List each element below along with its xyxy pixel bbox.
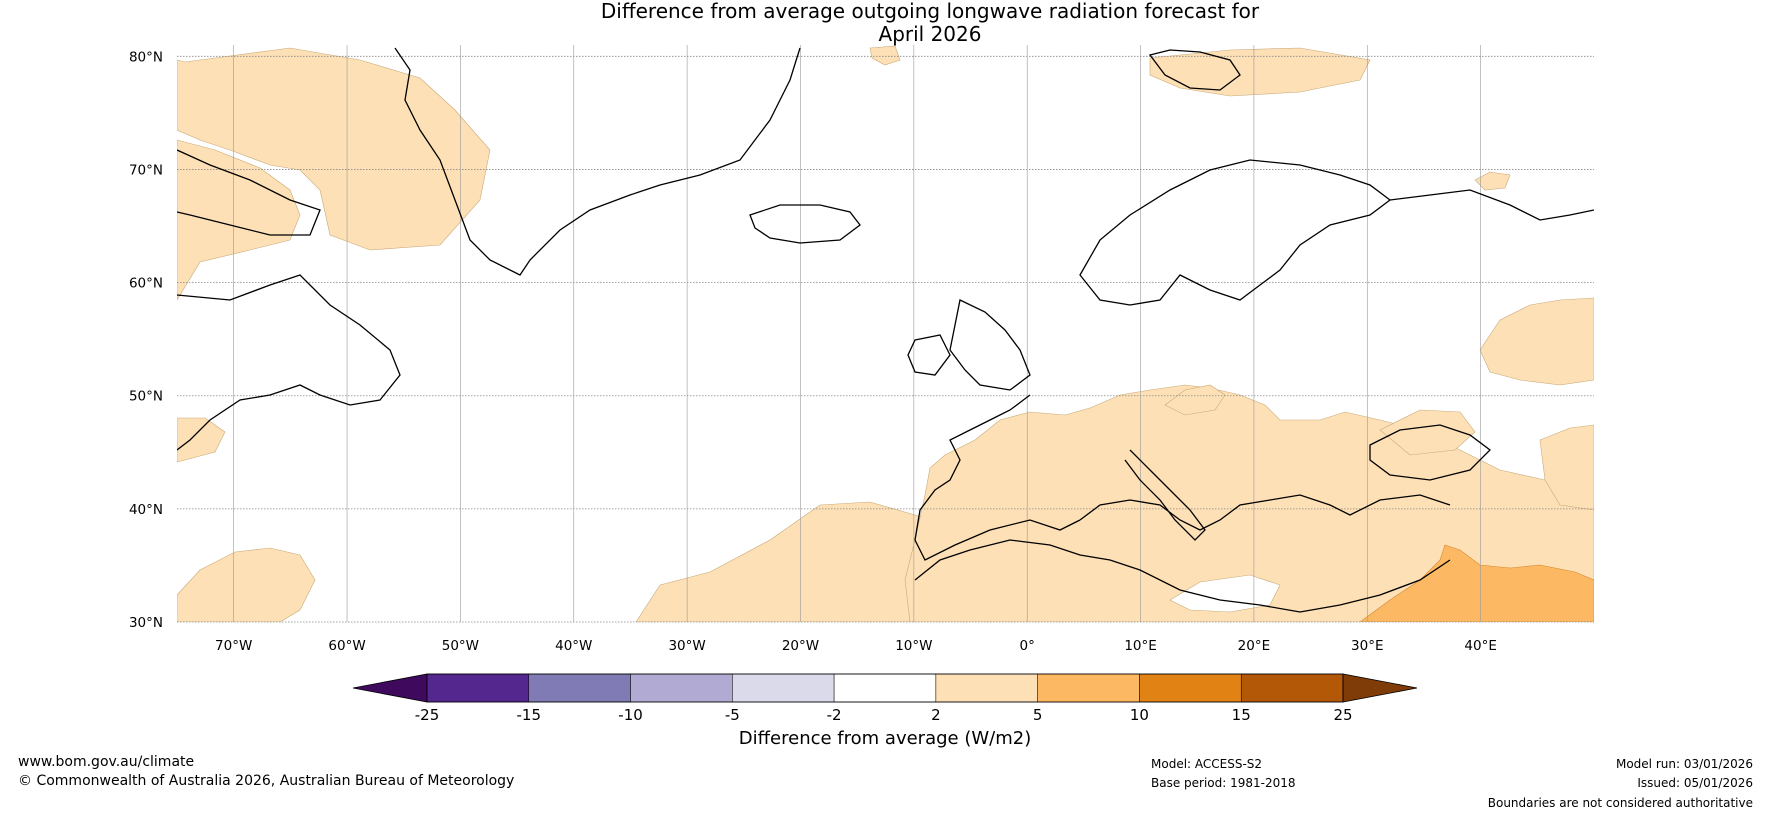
colorbar-tick-label: -25 — [415, 706, 440, 724]
lon-label: 30°E — [1351, 638, 1383, 654]
footer-model: Model: ACCESS-S2 — [1151, 757, 1263, 771]
coast-italy — [1124, 449, 1206, 541]
colorbar-tick-label: 5 — [1033, 706, 1043, 724]
colorbar-segment — [935, 673, 1038, 703]
colorbar-segment — [426, 673, 530, 703]
coast-iceland — [749, 204, 861, 244]
map-title: Difference from average outgoing longwav… — [0, 0, 1770, 46]
footer-disclaimer: Boundaries are not considered authoritat… — [1487, 796, 1753, 810]
coast-russia-north — [1389, 189, 1594, 221]
footer-copyright: © Commonwealth of Australia 2026, Austra… — [18, 773, 515, 789]
anomaly-region-newfoundland — [177, 417, 226, 463]
lon-label: 30°W — [668, 638, 705, 654]
coast-british-isles — [949, 299, 1031, 391]
anomaly-region-sahara-hole — [1169, 574, 1281, 613]
footer-website: www.bom.gov.au/climate — [18, 754, 195, 770]
anomaly-region-labrador — [177, 139, 301, 301]
colorbar: -25 -15 -10 -5 -2 2 5 10 15 25 — [352, 673, 1418, 724]
footer-base-period: Base period: 1981-2018 — [1151, 776, 1296, 790]
colorbar-tick-label: -5 — [725, 706, 740, 724]
coast-europe-west — [914, 394, 1081, 561]
anomaly-region-central-europe — [1164, 384, 1226, 416]
lon-label: 50°W — [442, 638, 479, 654]
anomaly-region-west-atlantic — [177, 547, 316, 622]
lon-label: 40°E — [1464, 638, 1496, 654]
colorbar-tick-label: 15 — [1232, 706, 1251, 724]
lon-label: 10°W — [895, 638, 932, 654]
colorbar-segment — [732, 673, 835, 703]
lat-label: 30°N — [129, 615, 163, 631]
anomaly-shading — [177, 45, 1594, 622]
longitude-labels: 70°W 60°W 50°W 40°W 30°W 20°W 10°W 0° 10°E 20°E 30… — [215, 638, 1497, 654]
coast-canada-baffin — [177, 149, 321, 236]
lon-label: 70°W — [215, 638, 252, 654]
coast-labrador — [177, 274, 401, 451]
footer-model-run: Model run: 03/01/2026 — [1615, 757, 1753, 771]
lat-label: 40°N — [129, 502, 163, 518]
colorbar-segment — [1240, 673, 1344, 703]
coast-north-africa — [914, 539, 1451, 613]
colorbar-segment — [630, 673, 733, 703]
colorbar-tick-label: -2 — [827, 706, 842, 724]
coast-svalbard — [1148, 49, 1241, 91]
coast-scandinavia — [1079, 159, 1392, 306]
colorbar-tick-label: 25 — [1333, 706, 1352, 724]
anomaly-region-svalbard — [1149, 47, 1371, 97]
coast-black-sea — [1369, 424, 1491, 481]
gridlines — [177, 45, 1594, 623]
lat-label: 60°N — [129, 276, 163, 292]
anomaly-region-middle-east — [1539, 424, 1594, 511]
coast-ireland — [907, 334, 951, 376]
colorbar-border — [426, 673, 1344, 703]
colorbar-segment — [1037, 673, 1140, 703]
coast-mediterranean-north — [1079, 494, 1451, 531]
colorbar-segment — [833, 673, 937, 703]
lat-label: 70°N — [129, 162, 163, 178]
lon-label: 20°E — [1238, 638, 1270, 654]
colorbar-extend-high — [1342, 673, 1418, 703]
lon-label: 10°E — [1124, 638, 1156, 654]
colorbar-label: Difference from average (W/m2) — [738, 728, 1032, 749]
coastlines — [177, 47, 1594, 613]
coast-greenland — [394, 47, 801, 276]
title-line-2: April 2026 — [878, 22, 982, 46]
colorbar-segment — [1139, 673, 1242, 703]
anomaly-region-jan-mayen — [869, 45, 901, 66]
colorbar-tick-label: -10 — [618, 706, 643, 724]
colorbar-tick-label: 2 — [931, 706, 941, 724]
lon-label: 20°W — [782, 638, 819, 654]
lat-label: 80°N — [129, 49, 163, 65]
lat-label: 50°N — [129, 389, 163, 405]
anomaly-region-greenland — [177, 47, 491, 251]
lon-label: 40°W — [555, 638, 592, 654]
colorbar-segment — [528, 673, 631, 703]
anomaly-region-russia — [1479, 297, 1594, 386]
colorbar-tick-label: 10 — [1130, 706, 1149, 724]
anomaly-region-arctic-russia — [1474, 171, 1511, 191]
footer-issued: Issued: 05/01/2026 — [1637, 776, 1753, 790]
latitude-labels: 80°N 70°N 60°N 50°N 40°N 30°N — [129, 49, 163, 631]
anomaly-region-black-sea — [1379, 409, 1476, 456]
colorbar-extend-low — [352, 673, 428, 703]
lon-label: 60°W — [328, 638, 365, 654]
title-line-1: Difference from average outgoing longwav… — [600, 0, 1260, 23]
colorbar-tick-label: -15 — [517, 706, 542, 724]
lon-label: 0° — [1020, 638, 1035, 654]
